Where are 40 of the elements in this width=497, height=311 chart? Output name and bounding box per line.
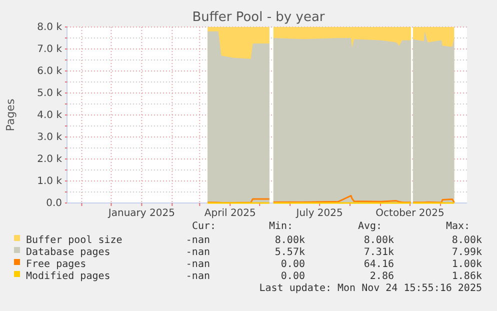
text: 5.57k xyxy=(274,247,305,258)
text: -nan xyxy=(186,247,210,258)
y-axis-title: Pages xyxy=(4,98,17,132)
legend-label: Free pages xyxy=(26,259,86,270)
y-tick-label: 2.0 k xyxy=(37,154,62,166)
text: -nan xyxy=(186,235,210,246)
text: -nan xyxy=(186,271,210,282)
text: Min: xyxy=(268,221,294,232)
y-tick-label: 5.0 k xyxy=(37,88,62,100)
chart-title: Buffer Pool - by year xyxy=(192,10,326,25)
y-tick-label: 0.0 xyxy=(46,198,62,210)
y-tick-label: 3.0 k xyxy=(37,132,62,144)
text: 7.31k xyxy=(364,247,394,258)
y-tick-label: 7.0 k xyxy=(37,44,62,56)
text: 0.00 xyxy=(280,259,305,270)
y-tick-label: 6.0 k xyxy=(37,66,62,78)
x-tick-label: January 2025 xyxy=(107,208,175,220)
text: 1.86k xyxy=(452,271,482,282)
y-tick-label: 8.0 k xyxy=(37,22,62,34)
legend-label: Buffer pool size xyxy=(26,235,122,246)
text: 8.00k xyxy=(452,235,482,246)
text: 2.86 xyxy=(370,271,394,282)
text: 64.16 xyxy=(364,259,394,270)
text: Avg: xyxy=(358,221,382,232)
text: -nan xyxy=(186,259,210,270)
text: Cur: xyxy=(192,221,216,232)
text: 8.00k xyxy=(274,235,305,246)
text: 8.00k xyxy=(364,235,394,246)
legend-label: Database pages xyxy=(26,247,110,258)
x-tick-label: July 2025 xyxy=(295,208,343,220)
y-tick-label: 4.0 k xyxy=(37,110,62,122)
x-tick-label: April 2025 xyxy=(204,208,256,220)
text: 0.00 xyxy=(280,271,305,282)
y-tick-label: 1.0 k xyxy=(37,176,62,188)
x-tick-label: October 2025 xyxy=(376,208,444,220)
text: Max: xyxy=(446,221,470,232)
text: Last update: Mon Nov 24 15:55:16 2025 xyxy=(259,283,482,294)
text: 7.99k xyxy=(452,247,482,258)
legend-label: Modified pages xyxy=(26,271,110,282)
text: 1.00k xyxy=(452,259,482,270)
